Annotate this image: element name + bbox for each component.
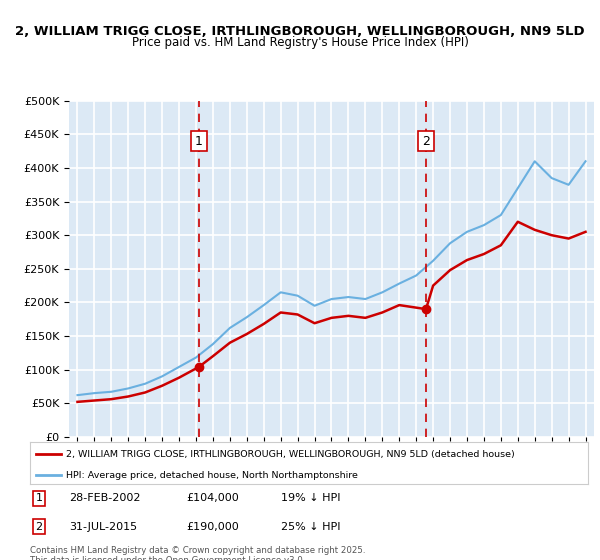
Text: 19% ↓ HPI: 19% ↓ HPI xyxy=(281,493,341,503)
Text: 1: 1 xyxy=(35,493,43,503)
Text: £190,000: £190,000 xyxy=(186,521,239,531)
Text: 2: 2 xyxy=(422,134,430,148)
Text: 2: 2 xyxy=(35,521,43,531)
Text: 2, WILLIAM TRIGG CLOSE, IRTHLINGBOROUGH, WELLINGBOROUGH, NN9 5LD (detached house: 2, WILLIAM TRIGG CLOSE, IRTHLINGBOROUGH,… xyxy=(66,450,515,459)
Text: 31-JUL-2015: 31-JUL-2015 xyxy=(69,521,137,531)
Text: Contains HM Land Registry data © Crown copyright and database right 2025.
This d: Contains HM Land Registry data © Crown c… xyxy=(30,546,365,560)
Text: £104,000: £104,000 xyxy=(186,493,239,503)
Text: 25% ↓ HPI: 25% ↓ HPI xyxy=(281,521,341,531)
Text: 28-FEB-2002: 28-FEB-2002 xyxy=(69,493,140,503)
Text: 2, WILLIAM TRIGG CLOSE, IRTHLINGBOROUGH, WELLINGBOROUGH, NN9 5LD: 2, WILLIAM TRIGG CLOSE, IRTHLINGBOROUGH,… xyxy=(15,25,585,38)
Text: 1: 1 xyxy=(195,134,203,148)
Text: Price paid vs. HM Land Registry's House Price Index (HPI): Price paid vs. HM Land Registry's House … xyxy=(131,36,469,49)
Text: HPI: Average price, detached house, North Northamptonshire: HPI: Average price, detached house, Nort… xyxy=(66,470,358,480)
